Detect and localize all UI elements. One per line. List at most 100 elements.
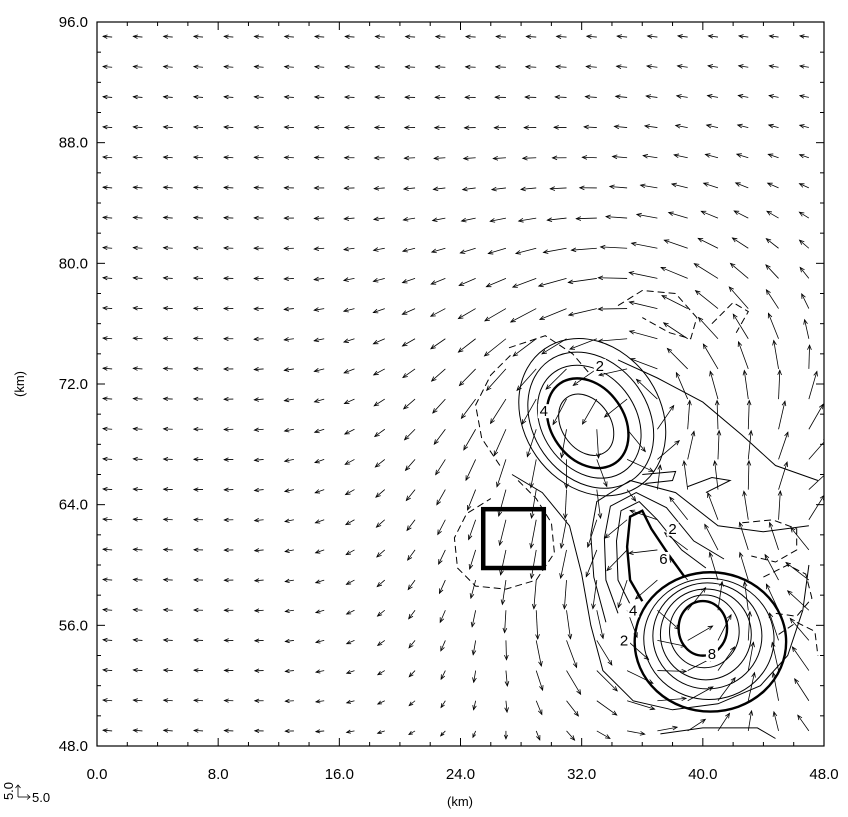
- wind-vector-head: [645, 64, 652, 69]
- wind-vector-head: [132, 34, 138, 39]
- wind-vector-head: [435, 469, 440, 476]
- wind-vector: [785, 562, 810, 581]
- wind-vector-head: [162, 728, 169, 733]
- wind-vector: [373, 217, 385, 220]
- x-tick-label: 8.0: [208, 766, 229, 783]
- wind-vector-head: [498, 540, 503, 547]
- wind-vector: [315, 640, 325, 643]
- wind-vector-head: [487, 250, 494, 255]
- wind-vector: [493, 429, 507, 456]
- wind-vector-head: [373, 155, 380, 161]
- wind-vector-head: [676, 34, 683, 39]
- wind-vector: [133, 398, 143, 400]
- wind-vector-head: [433, 125, 440, 130]
- wind-vector-head: [314, 669, 321, 674]
- wind-vector-head: [702, 182, 709, 187]
- wind-vector-head: [342, 277, 349, 282]
- wind-vector-head: [313, 155, 320, 160]
- wind-vector: [133, 609, 143, 611]
- wind-vector: [768, 124, 779, 128]
- wind-vector-head: [283, 276, 289, 281]
- wind-vector-head: [430, 280, 437, 285]
- wind-vector-head: [784, 431, 789, 438]
- wind-vector-head: [223, 64, 229, 70]
- wind-vector: [600, 246, 628, 249]
- wind-vector-head: [768, 94, 774, 99]
- wind-vector-head: [611, 710, 618, 716]
- wind-vector: [133, 247, 143, 249]
- contour-label-bg: [666, 521, 679, 536]
- wind-vector: [103, 156, 113, 159]
- y-tick-label: 56.0: [59, 617, 88, 634]
- wind-vector: [254, 519, 264, 522]
- wind-vector: [500, 549, 507, 575]
- wind-vector-head: [635, 212, 642, 218]
- wind-vector: [789, 618, 810, 641]
- wind-vector-head: [132, 185, 138, 190]
- wind-vector-head: [192, 487, 199, 492]
- contour-ring: [545, 377, 630, 470]
- wind-vector-head: [461, 186, 468, 192]
- wind-vector-head: [102, 34, 108, 39]
- wind-vector: [314, 338, 325, 342]
- wind-vector-head: [798, 64, 805, 69]
- wind-vector: [799, 65, 809, 68]
- wind-vector-head: [738, 551, 744, 558]
- wind-vector: [512, 278, 537, 288]
- contour-line-dashed: [763, 564, 813, 617]
- wind-vector-head: [102, 637, 108, 643]
- wind-vector-head: [162, 487, 169, 492]
- wind-vector: [314, 459, 325, 463]
- wind-vector-head: [657, 464, 663, 471]
- wind-vector-head: [192, 215, 199, 220]
- wind-vector: [768, 313, 779, 339]
- wind-vector-head: [700, 210, 707, 216]
- wind-vector: [435, 36, 446, 38]
- wind-vector-head: [223, 728, 229, 733]
- wind-vector: [732, 313, 749, 339]
- wind-vector-head: [132, 124, 138, 130]
- wind-vector-head: [162, 306, 169, 311]
- wind-vector: [694, 263, 719, 279]
- wind-vector-head: [750, 641, 755, 648]
- wind-vector: [193, 186, 204, 189]
- wind-vector-head: [767, 153, 774, 158]
- wind-vector-head: [555, 64, 561, 70]
- wind-vector-head: [404, 465, 411, 472]
- wind-vector-head: [345, 640, 352, 645]
- wind-vector-head: [464, 64, 471, 70]
- wind-vector-head: [542, 249, 549, 254]
- wind-vector-head: [102, 396, 108, 401]
- wind-vector: [315, 519, 325, 524]
- wind-vector-head: [663, 239, 670, 244]
- wind-vector: [657, 726, 678, 732]
- wind-vector: [764, 554, 779, 581]
- wind-vector: [644, 125, 658, 128]
- wind-vector-head: [747, 610, 752, 617]
- wind-vector: [799, 239, 810, 249]
- wind-vector: [636, 214, 658, 219]
- wind-vector-head: [314, 609, 321, 614]
- wind-vector: [103, 367, 113, 370]
- wind-vector-head: [524, 94, 530, 100]
- wind-vector-head: [496, 481, 501, 488]
- wind-vector-head: [404, 34, 411, 40]
- wind-vector-head: [495, 34, 501, 40]
- wind-vector: [566, 730, 575, 741]
- wind-vector-head: [731, 237, 738, 243]
- wind-vector: [535, 640, 542, 667]
- wind-vector-head: [283, 397, 290, 403]
- wind-vector: [545, 368, 567, 390]
- wind-vector-head: [575, 216, 582, 221]
- wind-vector: [473, 670, 477, 683]
- y-tick-label: 80.0: [59, 255, 88, 272]
- wind-vector-head: [283, 94, 290, 100]
- wind-vector-head: [440, 645, 445, 652]
- contour-ring: [633, 571, 788, 713]
- wind-vector: [103, 35, 113, 38]
- wind-vector-head: [162, 185, 169, 190]
- wind-vector: [344, 428, 355, 435]
- wind-vector-head: [499, 569, 504, 576]
- wind-vector: [458, 338, 476, 353]
- wind-vector-head: [567, 311, 574, 317]
